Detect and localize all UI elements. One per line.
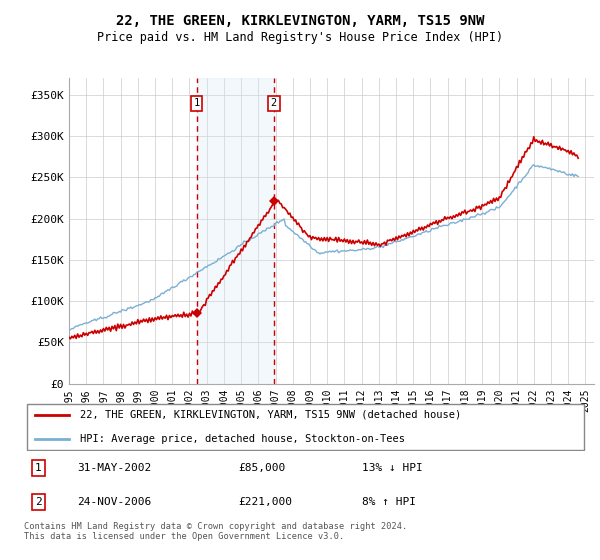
Text: HPI: Average price, detached house, Stockton-on-Tees: HPI: Average price, detached house, Stoc… xyxy=(80,435,406,445)
Text: Price paid vs. HM Land Registry's House Price Index (HPI): Price paid vs. HM Land Registry's House … xyxy=(97,31,503,44)
Text: 13% ↓ HPI: 13% ↓ HPI xyxy=(362,463,423,473)
Text: £221,000: £221,000 xyxy=(238,497,292,507)
Text: 2: 2 xyxy=(271,98,277,108)
Text: £85,000: £85,000 xyxy=(238,463,286,473)
Text: 22, THE GREEN, KIRKLEVINGTON, YARM, TS15 9NW: 22, THE GREEN, KIRKLEVINGTON, YARM, TS15… xyxy=(116,14,484,28)
Text: 1: 1 xyxy=(194,98,200,108)
Text: 2: 2 xyxy=(35,497,41,507)
Text: 24-NOV-2006: 24-NOV-2006 xyxy=(77,497,152,507)
Text: 1: 1 xyxy=(35,463,41,473)
Text: 31-MAY-2002: 31-MAY-2002 xyxy=(77,463,152,473)
Text: 22, THE GREEN, KIRKLEVINGTON, YARM, TS15 9NW (detached house): 22, THE GREEN, KIRKLEVINGTON, YARM, TS15… xyxy=(80,409,461,419)
Bar xyxy=(197,78,274,384)
Text: Contains HM Land Registry data © Crown copyright and database right 2024.
This d: Contains HM Land Registry data © Crown c… xyxy=(24,522,407,542)
FancyBboxPatch shape xyxy=(27,404,584,450)
Text: 8% ↑ HPI: 8% ↑ HPI xyxy=(362,497,416,507)
